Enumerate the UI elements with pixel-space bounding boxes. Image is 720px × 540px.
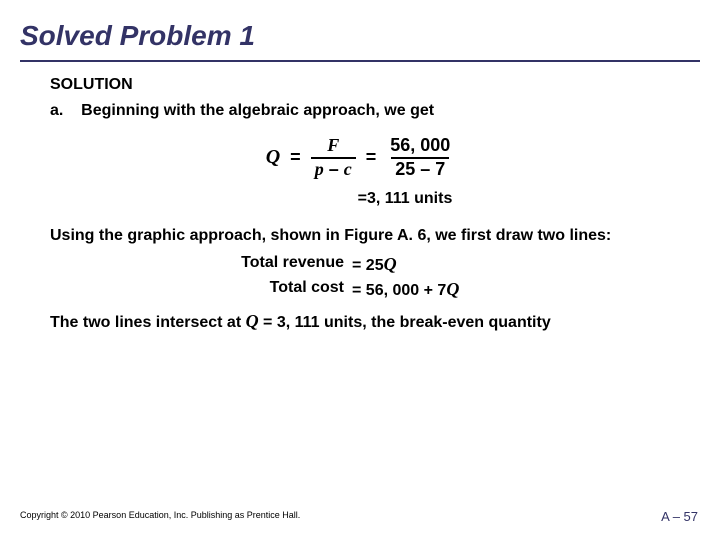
eq2-eq: =	[352, 282, 361, 299]
step-a: a. Beginning with the algebraic approach…	[50, 102, 670, 120]
content-area: SOLUTION a. Beginning with the algebraic…	[0, 62, 720, 334]
slide-title: Solved Problem 1	[20, 20, 700, 52]
copyright: Copyright © 2010 Pearson Education, Inc.…	[20, 510, 300, 520]
eq2-right: = 56, 000 + 7Q	[350, 279, 459, 300]
final-val: 3, 111 units, the break-even quantity	[277, 314, 551, 331]
eq2-val: 56, 000 + 7	[366, 282, 447, 299]
eq1-eq: =	[352, 257, 361, 274]
result-text: 3, 111 units	[367, 190, 452, 208]
final-eq: =	[259, 314, 277, 331]
result-row: = 3, 111 units	[50, 190, 670, 208]
frac2-den: 25 – 7	[391, 157, 449, 180]
formula-row: Q = F p – c = 56, 000 25 – 7	[50, 136, 670, 180]
page-number: A – 57	[661, 509, 698, 524]
equation-revenue: Total revenue = 25Q	[170, 254, 550, 275]
final-q: Q	[246, 311, 259, 331]
eq1-left: Total revenue	[170, 254, 350, 275]
frac1-num: F	[323, 136, 343, 157]
title-area: Solved Problem 1	[0, 0, 720, 58]
fraction-symbolic: F p – c	[311, 136, 356, 180]
step-a-prefix: a.	[50, 102, 63, 119]
minus: –	[324, 159, 344, 179]
equals-1: =	[290, 147, 301, 168]
var-p: p	[315, 159, 324, 179]
final-paragraph: The two lines intersect at Q = 3, 111 un…	[50, 310, 670, 334]
equation-cost: Total cost = 56, 000 + 7Q	[170, 279, 550, 300]
frac2-num: 56, 000	[386, 136, 454, 157]
frac1-den: p – c	[311, 157, 356, 180]
fraction-numeric: 56, 000 25 – 7	[386, 136, 454, 180]
var-f: F	[327, 135, 339, 155]
result-eq: =	[358, 190, 367, 208]
eq2-left: Total cost	[170, 279, 350, 300]
solution-label: SOLUTION	[50, 76, 670, 94]
var-q: Q	[266, 146, 280, 169]
step-a-text: Beginning with the algebraic approach, w…	[81, 102, 434, 119]
equals-2: =	[366, 147, 377, 168]
graphic-paragraph: Using the graphic approach, shown in Fig…	[50, 226, 670, 247]
eq2-q: Q	[446, 279, 459, 299]
eq1-right: = 25Q	[350, 254, 397, 275]
eq1-q: Q	[384, 254, 397, 274]
eq1-val: 25	[366, 257, 384, 274]
final-a: The two lines intersect at	[50, 314, 246, 331]
var-c: c	[344, 159, 352, 179]
